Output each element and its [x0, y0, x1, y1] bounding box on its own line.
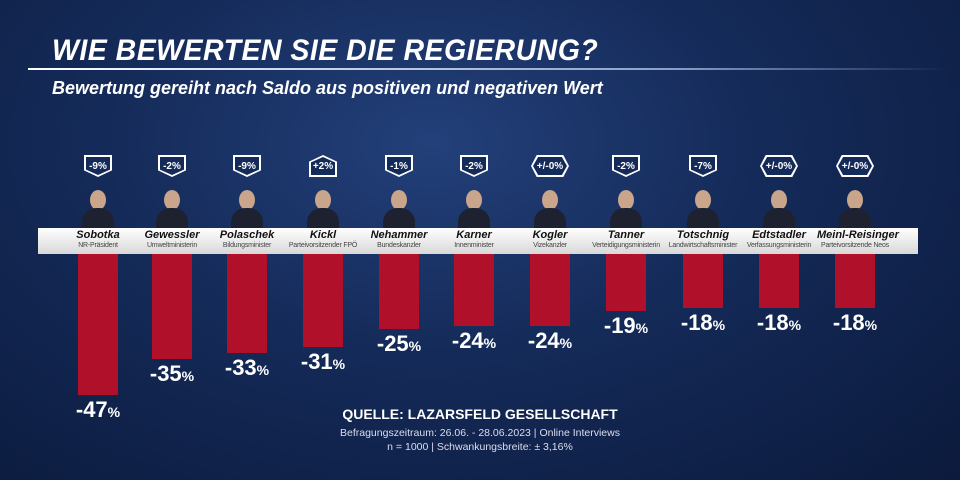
name-band: [38, 228, 918, 254]
person-name: Tanner: [607, 229, 645, 241]
change-badge: -7%: [689, 155, 717, 177]
person-name: Kickl: [309, 229, 337, 241]
bar: [78, 254, 118, 395]
bar: [835, 254, 875, 308]
change-badge: -9%: [233, 155, 261, 177]
change-badge: -2%: [612, 155, 640, 177]
bar: [303, 254, 343, 347]
data-label: -24%: [451, 328, 497, 353]
change-value: +/-0%: [838, 157, 872, 175]
portrait-photo: [229, 190, 265, 228]
bar: [606, 254, 646, 311]
person-name: Sobotka: [76, 229, 120, 241]
source-period: Befragungszeitraum: 26.06. - 28.06.2023 …: [340, 427, 620, 439]
person-column: +/-0% Edtstadler Verfassungsministerin -…: [741, 0, 817, 480]
person-role: Landwirtschaftsminister: [668, 242, 738, 249]
bar: [379, 254, 419, 329]
portrait-photo: [381, 190, 417, 228]
change-badge: -2%: [460, 155, 488, 177]
data-label: -33%: [224, 355, 270, 380]
person-name: Gewessler: [144, 229, 200, 241]
change-badge: +2%: [309, 155, 337, 177]
portrait-photo: [685, 190, 721, 228]
person-role: Vizekanzler: [533, 242, 567, 249]
change-value: +/-0%: [533, 157, 567, 175]
data-label: -31%: [300, 349, 346, 374]
portrait-photo: [456, 190, 492, 228]
portrait-photo: [761, 190, 797, 228]
page-title: WIE BEWERTEN SIE DIE REGIERUNG?: [52, 34, 599, 67]
change-badge: -1%: [385, 155, 413, 177]
data-label: -18%: [756, 310, 802, 335]
person-role: Verfassungsministerin: [746, 242, 812, 249]
change-value: -2%: [614, 157, 638, 175]
change-value: -9%: [235, 157, 259, 175]
person-role: Parteivorsitzender FPÖ: [288, 242, 358, 249]
portrait-photo: [80, 190, 116, 228]
person-column: -1% Nehammer Bundeskanzler -25%: [361, 0, 437, 480]
bar: [759, 254, 799, 308]
person-name: Edtstadler: [752, 229, 806, 241]
change-badge: -2%: [158, 155, 186, 177]
person-column: -2% Gewessler Umweltministerin -35%: [134, 0, 210, 480]
portrait-photo: [837, 190, 873, 228]
portrait-photo: [305, 190, 341, 228]
data-label: -19%: [603, 313, 649, 338]
person-column: +/-0% Kogler Vizekanzler -24%: [512, 0, 588, 480]
person-name: Nehammer: [370, 229, 428, 241]
change-value: -2%: [160, 157, 184, 175]
page-subtitle: Bewertung gereiht nach Saldo aus positiv…: [52, 78, 603, 98]
person-name: Totschnig: [676, 229, 730, 241]
change-value: +/-0%: [762, 157, 796, 175]
data-label: -18%: [680, 310, 726, 335]
source-title: QUELLE: LAZARSFELD GESELLSCHAFT: [342, 406, 618, 422]
change-value: +2%: [311, 157, 335, 175]
change-badge: -9%: [84, 155, 112, 177]
person-role: Verteidigungsministerin: [592, 242, 660, 249]
change-badge: +/-0%: [760, 155, 798, 177]
change-value: -2%: [462, 157, 486, 175]
person-column: -9% Sobotka NR-Präsident -47%: [60, 0, 136, 480]
change-value: -7%: [691, 157, 715, 175]
bar: [227, 254, 267, 353]
person-column: +2% Kickl Parteivorsitzender FPÖ -31%: [285, 0, 361, 480]
data-label: -18%: [832, 310, 878, 335]
person-name: Kogler: [532, 229, 568, 241]
portrait-photo: [608, 190, 644, 228]
change-value: -9%: [86, 157, 110, 175]
person-column: -7% Totschnig Landwirtschaftsminister -1…: [665, 0, 741, 480]
source-sample: n = 1000 | Schwankungsbreite: ± 3,16%: [387, 441, 573, 453]
change-badge: +/-0%: [531, 155, 569, 177]
person-name: Karner: [456, 229, 492, 241]
person-role: Bildungsminister: [222, 242, 272, 249]
person-role: Umweltministerin: [146, 242, 198, 249]
portrait-photo: [154, 190, 190, 228]
person-column: +/-0% Meinl-Reisinger Parteivorsitzende …: [817, 0, 899, 480]
data-label: -25%: [376, 331, 422, 356]
person-column: -2% Tanner Verteidigungsministerin -19%: [588, 0, 664, 480]
bar: [152, 254, 192, 359]
portrait-photo: [532, 190, 568, 228]
change-value: -1%: [387, 157, 411, 175]
person-role: Parteivorsitzende Neos: [821, 242, 889, 249]
data-label: -47%: [75, 397, 121, 422]
data-label: -24%: [527, 328, 573, 353]
change-badge: +/-0%: [836, 155, 874, 177]
person-name: Meinl-Reisinger: [817, 229, 899, 241]
person-name: Polaschek: [219, 229, 275, 241]
person-role: NR-Präsident: [78, 242, 118, 249]
bar: [454, 254, 494, 326]
title-divider: [28, 68, 948, 70]
person-column: -2% Karner Innenminister -24%: [436, 0, 512, 480]
person-role: Bundeskanzler: [377, 242, 421, 249]
bar: [530, 254, 570, 326]
person-column: -9% Polaschek Bildungsminister -33%: [209, 0, 285, 480]
person-role: Innenminister: [454, 242, 494, 249]
bar: [683, 254, 723, 308]
data-label: -35%: [149, 361, 195, 386]
